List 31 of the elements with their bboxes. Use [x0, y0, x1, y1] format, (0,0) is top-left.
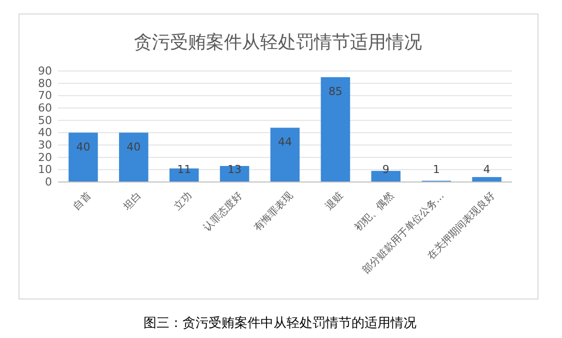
- data-label: 1: [432, 163, 440, 176]
- bar: [472, 177, 502, 182]
- bar: [119, 132, 148, 182]
- y-tick-label: 0: [45, 176, 52, 189]
- x-tick-label: 退赃: [323, 190, 346, 212]
- chart-title: 贪污受贿案件从轻处罚情节适用情况: [134, 32, 422, 53]
- bar: [320, 77, 350, 182]
- x-tick-label: 坦白: [120, 190, 144, 214]
- y-tick-label: 20: [38, 150, 52, 164]
- bar: [68, 132, 98, 182]
- x-tick-label: 有悔罪表现: [251, 190, 296, 234]
- x-tick-label: 初犯、偶然: [352, 190, 396, 234]
- x-tick-label: 自首: [70, 190, 94, 212]
- y-tick-label: 50: [38, 114, 52, 127]
- y-tick-label: 90: [38, 64, 52, 78]
- text: 图三：贪污受贿案件中从轻处罚情节的适用情况: [144, 315, 416, 331]
- y-tick-label: 40: [38, 126, 52, 140]
- bar: [270, 128, 300, 182]
- data-label: 85: [328, 85, 342, 98]
- y-tick-label: 10: [38, 163, 52, 176]
- data-label: 44: [278, 136, 292, 149]
- y-tick-label: 70: [38, 89, 52, 102]
- data-label: 40: [76, 140, 90, 154]
- y-tick-label: 30: [38, 138, 52, 152]
- data-label: 4: [483, 163, 490, 176]
- data-label: 13: [228, 163, 242, 176]
- x-tick-label: 认罪态度好: [200, 190, 245, 234]
- x-tick-label: 立功: [172, 190, 194, 212]
- y-tick-label: 60: [38, 102, 52, 115]
- y-tick-label: 80: [38, 76, 52, 90]
- data-label: 40: [126, 140, 141, 154]
